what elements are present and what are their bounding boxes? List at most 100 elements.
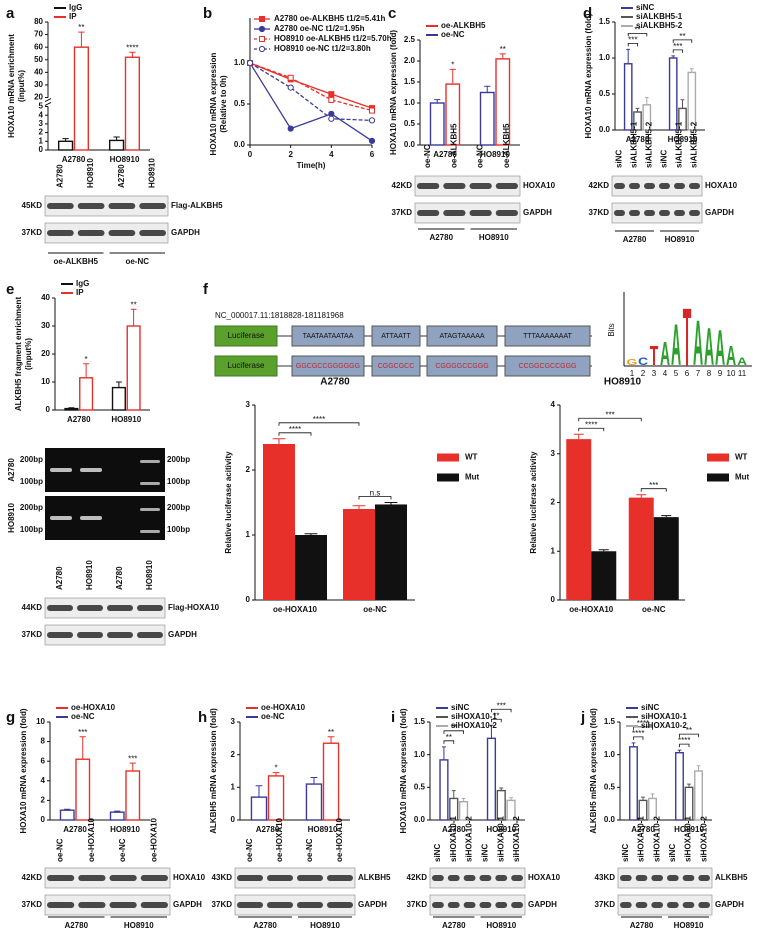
logo-position: 4 <box>663 369 668 378</box>
y-tick-label: 3 <box>551 449 556 458</box>
error-bar <box>689 68 694 73</box>
lane-label: HO8910 <box>148 158 157 188</box>
legend-label: Mut <box>735 473 750 482</box>
band <box>495 902 508 908</box>
significance: ** <box>686 726 692 735</box>
bracket <box>278 432 312 436</box>
x-tick-label: A2780 <box>62 155 86 164</box>
x-tick-label: HO8910 <box>674 825 704 834</box>
blot-strip <box>617 894 713 916</box>
line <box>249 62 373 109</box>
error-bar <box>598 549 609 552</box>
bracket <box>491 718 502 723</box>
gel-row-label: A2780 <box>7 458 16 482</box>
error-bar <box>573 433 584 440</box>
blot-strip <box>44 894 171 916</box>
gel-band <box>140 460 160 463</box>
bar <box>322 742 340 821</box>
y-axis-label: (input%) <box>17 70 26 102</box>
significance: ** <box>446 733 452 742</box>
y-tick-label: 3 <box>39 119 44 128</box>
group-label: HO8910 <box>310 921 340 930</box>
bar <box>57 140 74 151</box>
error-bar <box>78 31 85 48</box>
y-tick-label: 1.5 <box>604 717 616 726</box>
protein-label: GAPDH <box>528 900 557 909</box>
x-tick-label: oe-NC <box>642 605 666 614</box>
marker <box>368 137 376 144</box>
band <box>47 875 75 881</box>
y-tick-label: 0 <box>46 405 51 414</box>
legend-label: siALKBH5-1 <box>636 12 683 21</box>
band <box>327 902 353 908</box>
size-label: 37KD <box>407 900 428 909</box>
legend-label: IP <box>76 288 84 297</box>
y-axis-label: ALKBH5 mRNA expression (fold) <box>589 708 598 834</box>
lane-label: oe-NC <box>476 144 485 168</box>
y-tick-label: 0.5 <box>234 99 246 108</box>
legend-label: HO8910 oe-ALKBH5 t1/2=5.70h <box>274 34 392 43</box>
band <box>635 902 648 908</box>
bar <box>73 46 90 151</box>
size-marker: 100bp <box>20 525 43 534</box>
gel-band <box>140 530 160 533</box>
lane-label: siNC <box>481 844 490 862</box>
bar <box>429 102 445 146</box>
significance: ** <box>679 32 685 41</box>
band <box>108 203 136 209</box>
band <box>77 605 103 611</box>
bar <box>623 63 633 131</box>
error-bar <box>255 785 263 798</box>
band <box>107 605 133 611</box>
bar <box>566 439 592 600</box>
group-label: A2780 <box>442 921 466 930</box>
site-box <box>426 355 498 377</box>
size-label: 45KD <box>22 201 43 210</box>
gel-row-label: HO8910 <box>7 503 16 533</box>
band <box>629 210 640 216</box>
band <box>511 902 523 908</box>
gel-band <box>140 508 160 511</box>
panel-letter: f <box>203 281 209 298</box>
site-sequence: TTTAAAAAAAT <box>523 333 572 340</box>
site-sequence: CGGGGCCGGG <box>435 363 488 370</box>
bar <box>687 71 697 131</box>
protein-label: ALKBH5 <box>715 873 748 882</box>
band <box>139 230 166 236</box>
site-box <box>504 325 591 347</box>
y-tick-label: 1 <box>246 530 251 539</box>
y-tick-label: 0.0 <box>599 125 611 134</box>
bar <box>343 509 375 600</box>
blot-strip <box>44 867 171 889</box>
gel-band <box>80 516 102 520</box>
legend-label: WT <box>465 453 478 462</box>
band <box>417 210 440 216</box>
panel-letter: d <box>583 5 592 22</box>
panel-letter: b <box>203 5 212 22</box>
error-bar <box>114 810 121 813</box>
lane-label: oe-NC <box>305 838 314 862</box>
x-tick-label: A2780 <box>442 825 466 834</box>
error-bar <box>499 787 504 791</box>
panel-letter: i <box>391 709 395 726</box>
band <box>47 230 74 236</box>
y-tick-label: 0 <box>41 815 46 824</box>
significance: ** <box>634 25 640 34</box>
logo-letter: T <box>650 340 659 372</box>
bar <box>111 386 126 411</box>
significance: **** <box>632 729 644 738</box>
site-box <box>371 325 421 347</box>
size-label: 37KD <box>595 900 616 909</box>
logo-letter: A <box>660 336 670 373</box>
y-tick-label: 4 <box>41 776 46 785</box>
band <box>620 875 632 881</box>
group-label: oe-ALKBH5 <box>54 257 99 266</box>
group-label: HO8910 <box>124 921 154 930</box>
band <box>667 902 679 908</box>
logo-letter: A <box>737 355 747 367</box>
lane-label: siHOXA10-1 <box>637 816 646 862</box>
band <box>495 875 508 881</box>
band <box>443 183 466 189</box>
y-tick-label: 2.0 <box>404 56 416 65</box>
